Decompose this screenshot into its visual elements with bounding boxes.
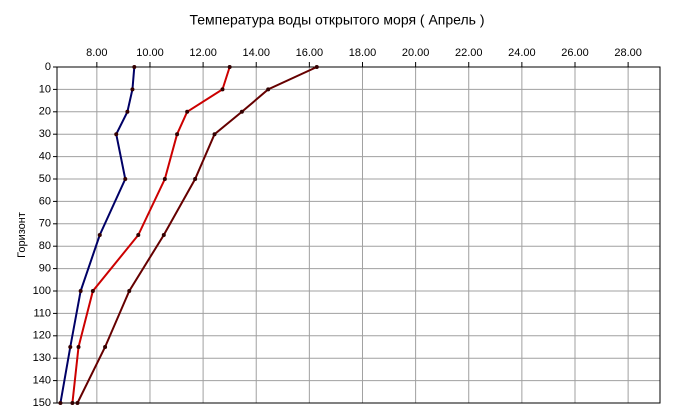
point [212, 132, 217, 137]
y-tick-label: 80 [39, 240, 51, 252]
point [97, 233, 102, 237]
y-tick-label: 30 [39, 128, 51, 140]
y-tick-label: 20 [39, 106, 51, 118]
point [193, 177, 198, 181]
y-tick-label: 90 [39, 263, 51, 275]
point [314, 65, 319, 69]
y-tick-label: 60 [39, 195, 51, 207]
x-tick-label: 10.00 [136, 47, 164, 59]
point [103, 345, 108, 349]
point [132, 65, 137, 69]
point [114, 132, 119, 137]
y-tick-label: 50 [39, 173, 51, 185]
x-tick-label: 14.00 [242, 47, 270, 59]
y-tick-label: 70 [39, 218, 51, 230]
point [185, 109, 190, 114]
point [90, 289, 95, 293]
point [136, 233, 141, 237]
y-axis-label: Горизонт [16, 212, 28, 258]
x-tick-label: 22.00 [455, 47, 483, 59]
y-tick-label: 130 [33, 352, 51, 364]
y-tick-label: 40 [39, 151, 51, 163]
point [220, 87, 225, 92]
x-tick-label: 26.00 [561, 47, 589, 59]
point [70, 401, 75, 405]
point [58, 401, 63, 405]
point [125, 109, 130, 114]
point [239, 109, 244, 114]
x-tick-label: 20.00 [402, 47, 430, 59]
point [175, 132, 180, 137]
y-tick-label: 120 [33, 330, 51, 342]
point [123, 177, 128, 181]
point [161, 233, 166, 237]
point [162, 177, 167, 181]
x-tick-label: 16.00 [296, 47, 324, 59]
x-tick-label: 24.00 [508, 47, 536, 59]
point [266, 87, 271, 92]
y-tick-label: 140 [33, 375, 51, 387]
point [227, 65, 232, 69]
point [75, 401, 80, 405]
point [130, 87, 135, 92]
point [78, 289, 83, 293]
chart-title: Температура воды открытого моря ( Апрель… [189, 12, 484, 28]
y-tick-label: 100 [33, 285, 51, 297]
x-tick-label: 28.00 [614, 47, 642, 59]
x-tick-label: 12.00 [189, 47, 217, 59]
x-tick-label: 18.00 [349, 47, 377, 59]
point [68, 345, 73, 349]
point [76, 345, 81, 349]
point [127, 289, 132, 293]
y-tick-label: 10 [39, 83, 51, 95]
y-tick-label: 150 [33, 397, 51, 409]
y-tick-label: 0 [45, 61, 51, 73]
x-tick-label: 8.00 [86, 47, 107, 59]
plot-frame [56, 66, 661, 404]
y-tick-label: 110 [33, 307, 51, 319]
